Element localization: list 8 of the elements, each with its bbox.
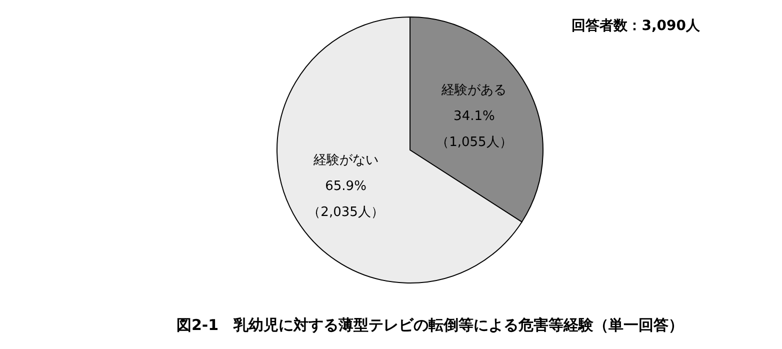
text: 回答者数：3,090人 [572, 18, 701, 34]
text: （1,055人） [436, 134, 512, 150]
data-label: 65.9% [325, 179, 366, 194]
text: 図2-1 乳幼児に対する薄型テレビの転倒等による危害等経験（単一回答） [176, 316, 684, 334]
text: （2,035人） [308, 205, 384, 220]
data-label: 34.1% [454, 108, 495, 124]
slice-label: 経験がある [440, 82, 507, 98]
slice-label: 経験がない [312, 153, 378, 168]
